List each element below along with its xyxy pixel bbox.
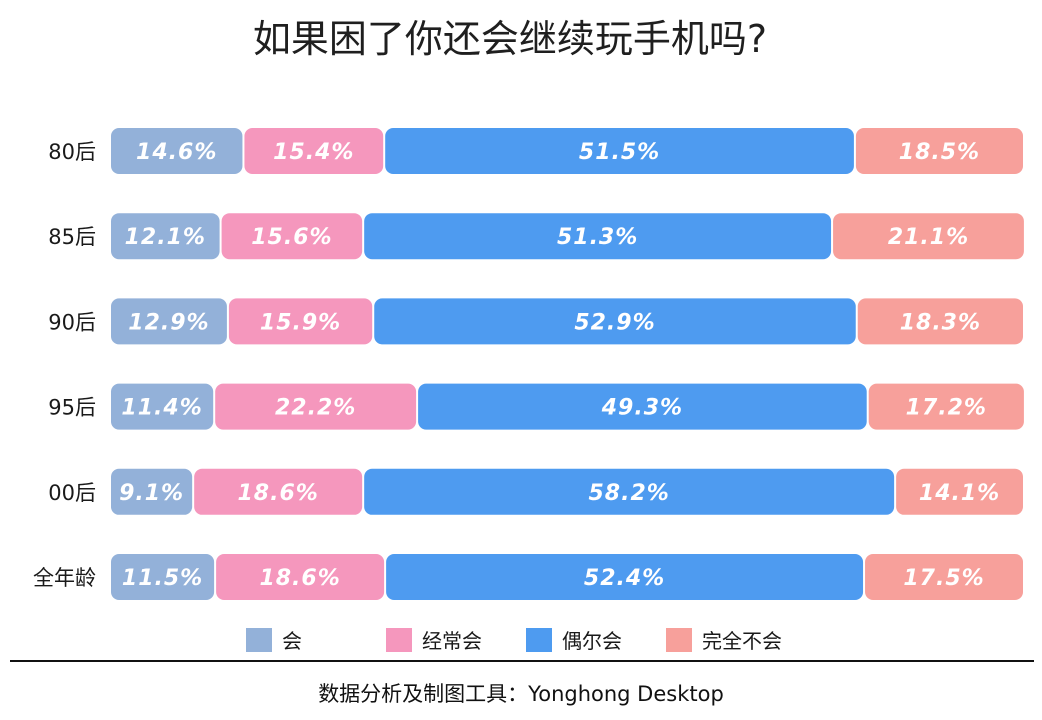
category-label: 90后: [48, 310, 96, 334]
data-label: 9.1%: [119, 481, 184, 506]
bar-segment: [111, 213, 220, 260]
data-label: 51.3%: [557, 225, 638, 250]
data-label: 11.5%: [122, 566, 203, 591]
data-label: 22.2%: [275, 396, 356, 421]
category-label: 00后: [48, 481, 96, 505]
data-label: 52.4%: [584, 566, 665, 591]
data-label: 15.6%: [251, 225, 332, 250]
bar-segment: [111, 468, 193, 515]
chart-title: 如果困了你还会继续玩手机吗?: [252, 17, 768, 61]
data-label: 58.2%: [588, 481, 669, 506]
data-label: 17.5%: [903, 566, 984, 591]
bar-segment: [865, 554, 1023, 600]
data-label: 21.1%: [888, 225, 969, 250]
legend-label: 完全不会: [702, 629, 782, 653]
bar-segment: [221, 213, 363, 260]
data-label: 52.9%: [574, 310, 655, 335]
bar-segment: [194, 468, 363, 515]
legend-label: 经常会: [422, 629, 482, 653]
legend-label: 偶尔会: [562, 629, 622, 653]
bar-segment: [386, 554, 864, 600]
legend-label: 会: [282, 629, 302, 653]
bar-segment: [855, 128, 1023, 174]
bar-segment: [896, 468, 1023, 515]
bar-segment: [215, 383, 417, 430]
source-footer: 数据分析及制图工具：Yonghong Desktop: [318, 682, 724, 706]
data-label: 18.6%: [238, 481, 319, 506]
legend-swatch: [246, 628, 272, 652]
legend-swatch: [666, 628, 692, 652]
category-label: 全年龄: [33, 566, 96, 590]
data-label: 18.3%: [900, 310, 981, 335]
bar-segment: [833, 213, 1024, 260]
data-label: 51.5%: [579, 140, 660, 165]
data-label: 18.5%: [899, 140, 980, 165]
bar-segment: [868, 383, 1024, 430]
bar-segment: [111, 298, 227, 345]
category-label: 80后: [48, 140, 96, 164]
data-label: 11.4%: [121, 396, 202, 421]
data-label: 15.4%: [273, 140, 354, 165]
legend-swatch: [526, 628, 552, 652]
bar-segment: [364, 468, 895, 515]
data-label: 14.6%: [136, 140, 217, 165]
legend-swatch: [386, 628, 412, 652]
category-label: 95后: [48, 396, 96, 420]
bar-segment: [374, 298, 856, 345]
data-label: 12.1%: [125, 225, 206, 250]
bar-segment: [111, 128, 243, 174]
stacked-bar-chart: 80后 14.6% 15.4% 51.5% 18.5% 85后 12.1% 15.6% 51.3…: [33, 128, 1024, 653]
bar-segment: [418, 383, 867, 430]
bar-segment: [228, 298, 373, 345]
data-label: 49.3%: [601, 396, 683, 421]
divider: [10, 660, 1034, 662]
data-label: 14.1%: [919, 481, 1000, 506]
data-label: 15.9%: [260, 310, 341, 335]
bar-segment: [385, 128, 854, 174]
data-label: 12.9%: [128, 310, 209, 335]
data-label: 18.6%: [259, 566, 340, 591]
data-label: 17.2%: [906, 396, 987, 421]
bar-segment: [111, 383, 214, 430]
bar-segment: [111, 554, 215, 600]
bar-segment: [857, 298, 1023, 345]
bar-segment: [364, 213, 832, 260]
bar-segment: [216, 554, 385, 600]
category-label: 85后: [48, 225, 96, 249]
bar-segment: [244, 128, 384, 174]
